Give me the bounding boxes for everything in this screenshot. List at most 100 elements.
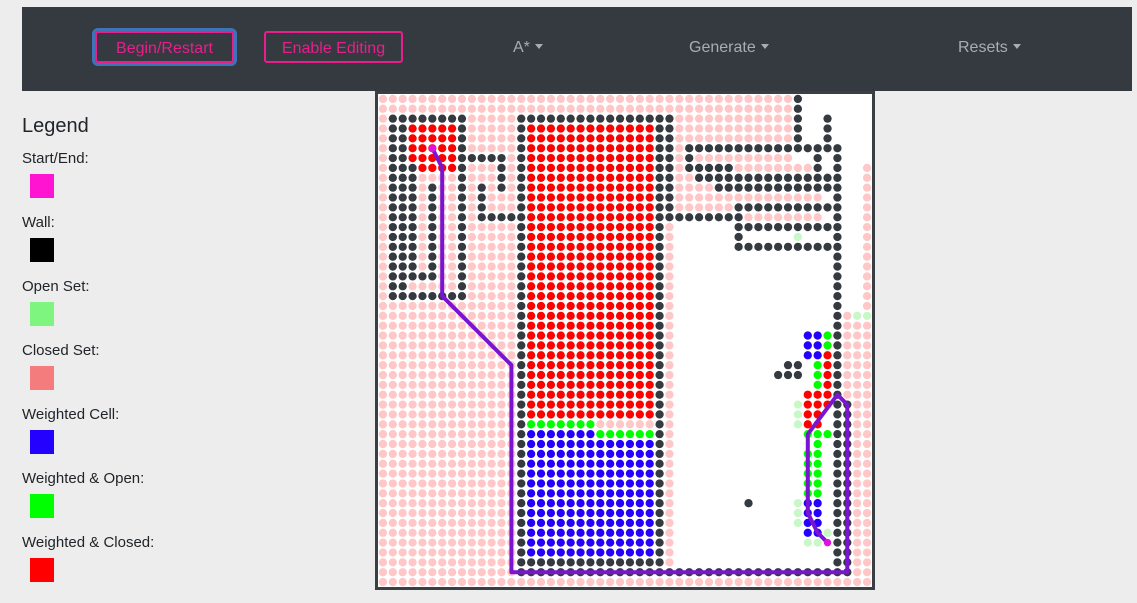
grid-cell-weighted-closed[interactable] — [625, 242, 635, 251]
grid-cell-weighted-closed[interactable] — [635, 301, 644, 311]
grid-cell-closed[interactable] — [714, 193, 724, 202]
grid-cell-closed[interactable] — [843, 341, 852, 350]
grid-cell-closed[interactable] — [853, 380, 862, 390]
grid-cell-weighted-closed[interactable] — [625, 173, 635, 182]
grid-cell-wall[interactable] — [517, 538, 526, 547]
grid-cell-weighted[interactable] — [596, 489, 605, 498]
grid-cell-weighted-closed[interactable] — [556, 183, 565, 192]
grid-cell-wall[interactable] — [764, 173, 773, 182]
grid-cell-closed[interactable] — [853, 351, 862, 360]
grid-cell-wall[interactable] — [823, 173, 832, 182]
grid-cell-weighted-closed[interactable] — [625, 213, 635, 222]
grid-cell-closed[interactable] — [497, 469, 506, 478]
grid-cell-weighted-closed[interactable] — [576, 351, 585, 360]
grid-cell-weighted-closed[interactable] — [556, 370, 565, 380]
grid-cell-closed[interactable] — [388, 469, 397, 478]
grid-cell-closed[interactable] — [773, 577, 783, 587]
grid-cell-closed[interactable] — [418, 380, 427, 390]
grid-cell-weighted-closed[interactable] — [556, 361, 565, 370]
grid-cell-weighted-closed[interactable] — [526, 134, 536, 143]
grid-cell-wall[interactable] — [655, 262, 664, 271]
grid-cell-weighted[interactable] — [526, 528, 536, 537]
grid-cell-wall[interactable] — [655, 430, 664, 439]
grid-cell-weighted-closed[interactable] — [576, 361, 585, 370]
grid-cell-wall[interactable] — [783, 203, 793, 212]
grid-cell-wall[interactable] — [596, 558, 605, 567]
grid-cell-closed[interactable] — [447, 341, 457, 350]
grid-cell-wall[interactable] — [408, 262, 417, 271]
grid-cell-wall[interactable] — [833, 291, 842, 301]
grid-cell-closed[interactable] — [467, 370, 477, 380]
grid-cell-weighted-closed[interactable] — [536, 163, 546, 173]
grid-cell-wall[interactable] — [833, 144, 842, 153]
grid-cell-weighted[interactable] — [615, 479, 625, 488]
grid-cell-weighted-closed[interactable] — [536, 282, 546, 291]
grid-cell-wall[interactable] — [744, 499, 753, 508]
grid-cell-weighted-closed[interactable] — [566, 291, 575, 301]
grid-cell-weighted-closed[interactable] — [645, 232, 654, 242]
grid-cell-weighted[interactable] — [576, 449, 585, 459]
grid-cell-weighted[interactable] — [645, 479, 654, 488]
grid-cell-weighted-closed[interactable] — [645, 153, 654, 163]
grid-cell-wall[interactable] — [586, 558, 595, 567]
grid-cell-weighted-closed[interactable] — [566, 321, 575, 330]
grid-cell-wall[interactable] — [655, 390, 664, 399]
grid-cell-wall[interactable] — [517, 242, 526, 251]
grid-cell-wall[interactable] — [388, 222, 397, 232]
grid-cell-wall[interactable] — [655, 351, 664, 360]
grid-cell-weighted-closed[interactable] — [556, 301, 565, 311]
grid-cell-weighted-closed[interactable] — [615, 410, 625, 419]
grid-cell-wall[interactable] — [517, 232, 526, 242]
grid-cell-closed[interactable] — [487, 459, 496, 468]
grid-cell-weighted[interactable] — [645, 508, 654, 518]
grid-cell-closed[interactable] — [447, 173, 457, 182]
grid-cell-wall[interactable] — [803, 183, 812, 192]
grid-cell-wall[interactable] — [833, 203, 842, 212]
grid-cell-wall[interactable] — [388, 272, 397, 281]
grid-cell-closed[interactable] — [457, 439, 467, 449]
grid-cell-wall[interactable] — [517, 430, 526, 439]
grid-cell-weighted[interactable] — [596, 508, 605, 518]
grid-cell-closed[interactable] — [497, 203, 506, 212]
grid-cell-wall[interactable] — [803, 203, 812, 212]
grid-cell-weighted[interactable] — [566, 430, 575, 439]
grid-cell-closed[interactable] — [467, 173, 477, 182]
grid-cell-closed[interactable] — [517, 94, 526, 104]
grid-cell-closed[interactable] — [438, 301, 447, 311]
grid-cell-closed[interactable] — [438, 449, 447, 459]
grid-cell-weighted[interactable] — [526, 548, 536, 557]
grid-cell-weighted-closed[interactable] — [606, 262, 615, 271]
grid-cell-closed[interactable] — [843, 370, 852, 380]
grid-cell-closed[interactable] — [467, 222, 477, 232]
grid-cell-closed[interactable] — [398, 400, 407, 409]
grid-cell-closed[interactable] — [862, 479, 872, 488]
grid-cell-closed[interactable] — [388, 380, 397, 390]
grid-cell-closed[interactable] — [378, 528, 388, 537]
grid-cell-closed[interactable] — [388, 430, 397, 439]
grid-cell-wall[interactable] — [833, 361, 842, 370]
grid-cell-wall[interactable] — [398, 252, 407, 261]
grid-cell-weighted[interactable] — [566, 538, 575, 547]
grid-cell-wall[interactable] — [685, 153, 694, 163]
grid-cell-wall[interactable] — [803, 222, 812, 232]
grid-cell-weighted[interactable] — [596, 518, 605, 528]
grid-cell-closed[interactable] — [576, 577, 585, 587]
grid-cell-closed[interactable] — [378, 420, 388, 429]
grid-cell-weighted-closed[interactable] — [576, 410, 585, 419]
grid-cell-weighted-closed[interactable] — [625, 282, 635, 291]
grid-cell-closed[interactable] — [418, 232, 427, 242]
grid-cell-weighted[interactable] — [645, 538, 654, 547]
grid-cell-weighted-closed[interactable] — [526, 311, 536, 320]
grid-cell-weighted-closed[interactable] — [615, 311, 625, 320]
grid-cell-weighted-closed[interactable] — [447, 153, 457, 163]
grid-cell-weighted[interactable] — [526, 508, 536, 518]
grid-cell-weighted-open[interactable] — [813, 489, 822, 498]
grid-cell-wall[interactable] — [793, 94, 803, 104]
grid-cell-wall[interactable] — [517, 410, 526, 419]
grid-cell-wall[interactable] — [833, 469, 842, 478]
grid-cell-weighted-closed[interactable] — [645, 183, 654, 192]
grid-cell-weighted-closed[interactable] — [576, 193, 585, 202]
grid-cell-closed[interactable] — [862, 489, 872, 498]
grid-cell-weighted-closed[interactable] — [635, 361, 644, 370]
grid-cell-weighted-closed[interactable] — [536, 213, 546, 222]
